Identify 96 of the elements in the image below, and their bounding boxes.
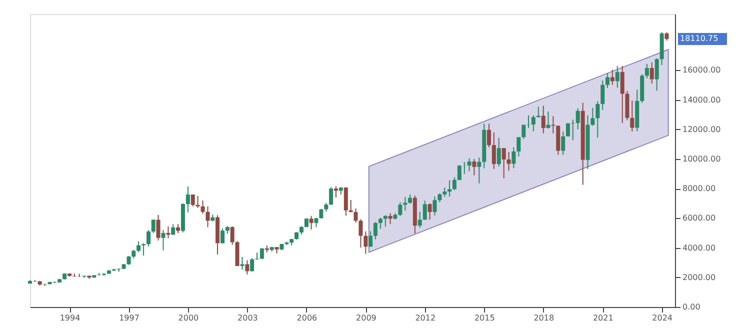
candlestick <box>156 214 160 241</box>
candlestick <box>486 123 491 148</box>
x-tick-label: 2018 <box>534 314 554 322</box>
candlestick <box>206 206 210 228</box>
candlestick <box>200 200 205 214</box>
candlestick <box>136 240 141 253</box>
candlestick <box>570 119 575 141</box>
candlestick <box>541 105 546 134</box>
candlestick <box>344 186 348 216</box>
candlestick <box>512 146 516 169</box>
x-tick-label: 2024 <box>652 314 672 322</box>
candlestick <box>620 65 624 124</box>
candlestick <box>220 228 224 244</box>
y-tick-label: 2000.00 <box>682 272 716 282</box>
candlestick <box>496 137 501 167</box>
candlestick <box>388 212 392 225</box>
candlestick <box>644 63 649 79</box>
candlestick <box>442 187 447 198</box>
candlestick <box>240 256 244 270</box>
candlestick <box>546 111 550 129</box>
x-tick-label: 2015 <box>474 314 495 322</box>
candlestick <box>235 240 240 267</box>
candlestick <box>422 200 427 220</box>
y-tick-label: 12000.00 <box>682 124 721 134</box>
candlestick <box>502 148 506 179</box>
candlestick <box>171 224 176 236</box>
candlestick <box>354 208 358 224</box>
candlestick <box>492 132 496 170</box>
candlestick <box>605 72 610 88</box>
candlestick <box>161 230 166 251</box>
candlestick <box>457 164 462 181</box>
candlestick <box>364 230 368 254</box>
candlestick <box>408 194 412 204</box>
candlestick <box>477 157 482 184</box>
candlestick <box>531 114 536 132</box>
candlestick <box>368 230 373 248</box>
candlestick <box>319 208 324 220</box>
candlestick <box>230 226 234 246</box>
x-tick-label: 1997 <box>119 314 140 322</box>
candlestick <box>373 222 378 240</box>
candlestick <box>610 69 614 86</box>
candlestick <box>596 100 600 138</box>
candlestick <box>654 58 659 92</box>
candlestick <box>467 158 472 172</box>
x-tick-label: 2000 <box>178 314 199 322</box>
candlestick <box>438 192 442 203</box>
annotation: 18110.75 <box>680 34 718 43</box>
candlestick <box>398 202 402 216</box>
candlestick <box>348 200 353 213</box>
y-tick-label: 8000.00 <box>682 184 716 194</box>
candlestick <box>151 219 156 234</box>
candlestick <box>383 214 388 228</box>
candlestick <box>506 151 511 172</box>
y-tick-label: 16000.00 <box>682 66 721 75</box>
x-tick-label: 2006 <box>296 314 318 322</box>
candlestick <box>245 260 250 275</box>
candlestick <box>615 65 620 88</box>
candlestick <box>309 215 314 230</box>
candlestick <box>378 217 382 230</box>
candlestick <box>630 100 634 132</box>
candlestick <box>146 230 150 247</box>
candlestick <box>516 136 521 158</box>
candlestick <box>186 186 190 213</box>
candlestick <box>472 158 476 176</box>
candlestick <box>334 186 338 198</box>
y-tick-label: 0.00 <box>682 302 700 312</box>
candlestick <box>452 176 456 191</box>
candlestick <box>190 194 195 207</box>
candlestick <box>561 131 566 156</box>
x-tick-label: 2003 <box>238 314 258 322</box>
x-tick-label: 2012 <box>415 314 436 322</box>
y-tick-label: 4000.00 <box>682 243 716 252</box>
candlestick <box>432 196 437 216</box>
candlestick <box>576 108 580 130</box>
candlestick <box>600 80 605 111</box>
candlestick <box>590 107 595 126</box>
candlestick <box>329 186 334 206</box>
x-tick-label: 1994 <box>60 314 80 322</box>
x-tick-label: 2021 <box>592 314 614 322</box>
x-tick-label: 2009 <box>356 314 376 322</box>
candlestick <box>358 218 363 248</box>
y-tick-label: 14000.00 <box>682 95 721 104</box>
candlestick <box>166 226 170 239</box>
candlestick <box>196 196 200 208</box>
candlestick <box>650 62 654 84</box>
y-tick-label: 6000.00 <box>682 214 716 223</box>
candlestick <box>142 242 146 256</box>
candlestick <box>418 211 422 228</box>
candlestick <box>250 258 254 272</box>
candlestick <box>566 122 570 137</box>
candlestick <box>428 202 432 220</box>
y-tick-label: 10000.00 <box>682 154 721 164</box>
candlestick <box>176 224 180 234</box>
candlestick <box>522 124 526 140</box>
candlestick <box>448 180 452 198</box>
candlestick <box>526 114 531 128</box>
